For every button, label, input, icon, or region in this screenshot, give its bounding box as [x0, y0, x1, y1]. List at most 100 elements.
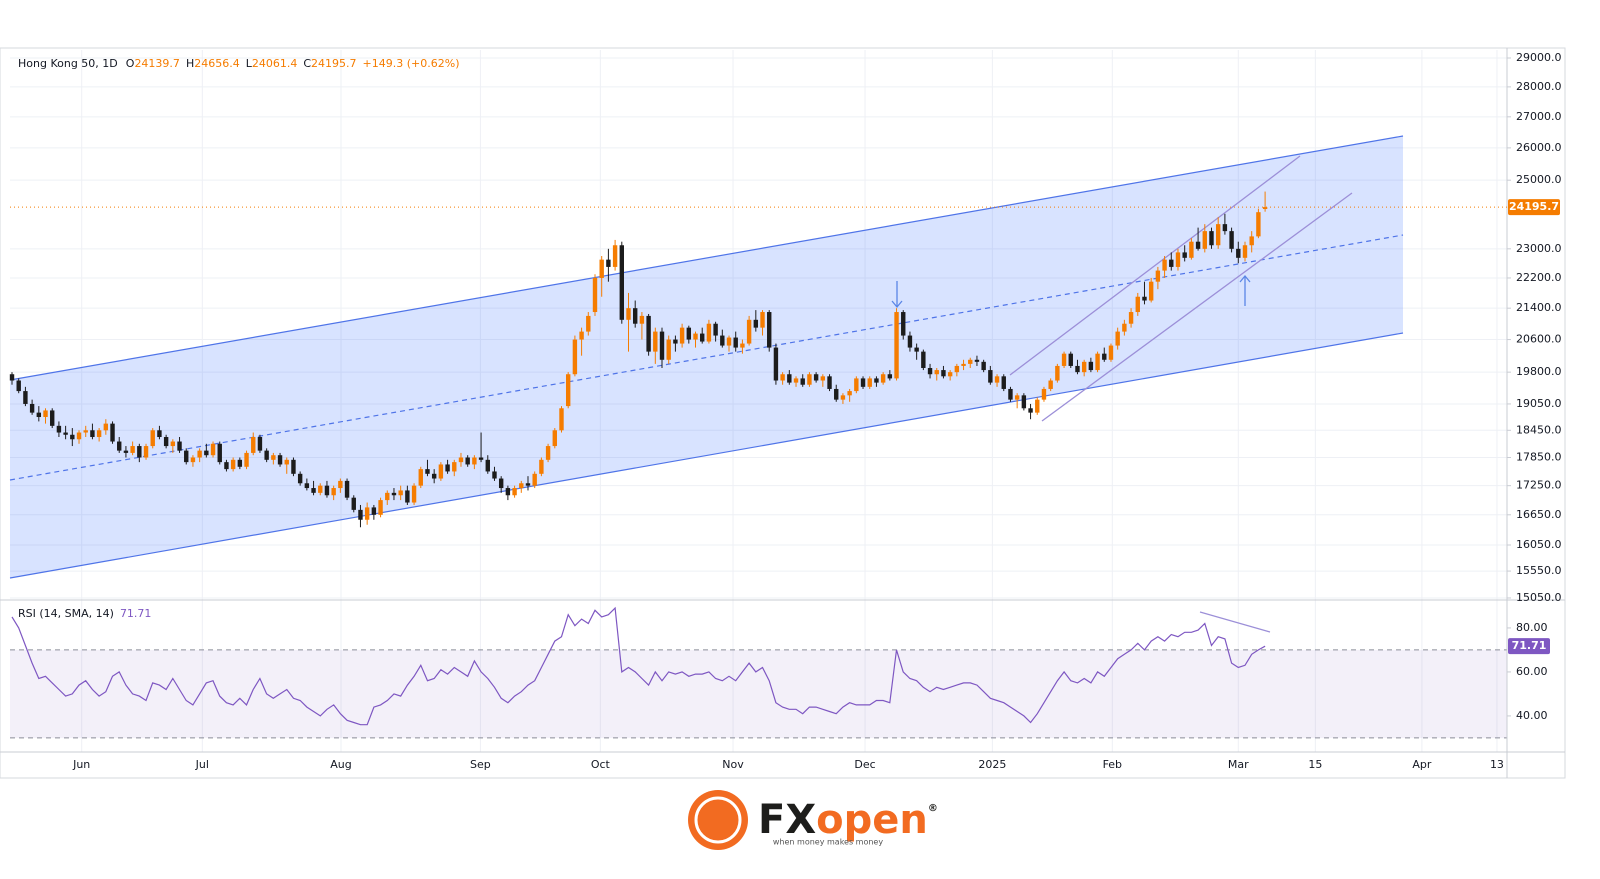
candle-body [673, 339, 678, 344]
arrow-down [891, 281, 903, 309]
candle-body [565, 374, 571, 407]
candle-body [23, 391, 28, 404]
candle-body [1135, 296, 1140, 313]
candle-body [653, 331, 658, 352]
grid [10, 50, 1507, 752]
candle-body [780, 374, 785, 381]
candle-body [586, 315, 591, 332]
candle-body [197, 450, 202, 458]
candle-body [498, 478, 504, 489]
candle-body [1189, 241, 1194, 258]
candle-body [807, 374, 812, 385]
candle-body [639, 315, 645, 324]
candle-body [50, 410, 55, 426]
candle-body [599, 259, 604, 278]
y-tick-label: 23000.0 [1516, 242, 1562, 255]
y-tick-label: 27000.0 [1516, 110, 1562, 123]
candle-body [552, 430, 557, 447]
candle-body [184, 450, 189, 463]
ohlc-value: 24195.7 [311, 57, 357, 70]
logo-ring [694, 796, 742, 844]
candle-body [860, 378, 866, 387]
candle-body [257, 437, 263, 451]
candle-body [907, 335, 913, 348]
candle-body [840, 395, 846, 400]
y-tick-label: 21400.0 [1516, 301, 1562, 314]
candle-body [391, 492, 397, 496]
candle-body [954, 365, 960, 373]
candle-body [733, 337, 738, 348]
y-tick-label: 18450.0 [1516, 423, 1562, 436]
candle-body [1195, 241, 1201, 249]
x-tick-label: Oct [591, 758, 611, 771]
candle-body [1075, 365, 1080, 373]
y-tick-label: 17850.0 [1516, 451, 1562, 464]
candle-body [1014, 395, 1020, 400]
candle-body [921, 351, 926, 369]
rsi-band [10, 649, 1507, 738]
candle-body [988, 370, 993, 383]
ohlc-key: O [126, 57, 135, 70]
ohlc-value: 24139.7 [134, 57, 180, 70]
trend-upper [1009, 155, 1301, 376]
candle-body [1061, 353, 1067, 366]
rsi-value: 71.71 [120, 607, 152, 620]
candle-body [579, 331, 584, 340]
x-tick-label: Jul [195, 758, 209, 771]
x-tick-label: Apr [1412, 758, 1432, 771]
candle-body [297, 473, 303, 484]
candle-body [264, 450, 269, 460]
y-tick-label: 60.00 [1516, 665, 1548, 678]
candle-body [800, 378, 805, 385]
candle-body [364, 507, 370, 520]
candle-body [941, 370, 946, 377]
candle-body [1128, 312, 1134, 324]
candle-body [887, 374, 893, 379]
candle-body [130, 446, 135, 453]
y-tick-label: 25000.0 [1516, 173, 1562, 186]
candle-body [612, 245, 618, 267]
ohlc-value: 24061.4 [252, 57, 298, 70]
brand-open: open [816, 797, 928, 843]
candle-body [787, 374, 792, 383]
candle-body [244, 452, 249, 467]
candle-body [901, 312, 906, 336]
candle-body [1088, 361, 1094, 371]
rsi-value-tag [1508, 638, 1550, 655]
candle-body [1262, 207, 1268, 210]
candle-body [163, 437, 169, 447]
x-tick-label: Aug [330, 758, 351, 771]
candle-body [539, 459, 544, 474]
candle-body [478, 457, 484, 460]
rsi-legend: RSI (14, SMA, 14) 71.71 [18, 607, 151, 620]
brand-fx: FX [758, 797, 816, 843]
candle-body [458, 457, 464, 463]
candle-body [230, 459, 236, 470]
candle-body [90, 430, 95, 438]
candle-body [210, 443, 216, 456]
candle-body [847, 391, 852, 396]
y-tick-label: 15550.0 [1516, 564, 1562, 577]
y-tick-label: 29000.0 [1516, 51, 1562, 64]
chart-frame [0, 47, 1566, 779]
candle-body [753, 319, 759, 328]
candle-body [1108, 345, 1114, 360]
candle-body [1169, 259, 1174, 267]
candle-body [83, 430, 88, 433]
candle-body [813, 374, 819, 381]
candle-body [1222, 224, 1228, 232]
candle-body [150, 430, 155, 447]
candle-body [666, 339, 671, 360]
y-tick-label: 19800.0 [1516, 365, 1562, 378]
candle-body [1028, 408, 1033, 413]
y-tick-label: 80.00 [1516, 621, 1548, 634]
x-tick-label: Jun [72, 758, 90, 771]
candle-body [110, 423, 115, 442]
candle-body [43, 410, 48, 418]
plot [9, 191, 1507, 726]
candle-body [371, 507, 377, 515]
y-tick-label: 16050.0 [1516, 538, 1562, 551]
candle-body [545, 446, 551, 460]
channel-fill [10, 136, 1403, 578]
candle-body [358, 509, 363, 520]
